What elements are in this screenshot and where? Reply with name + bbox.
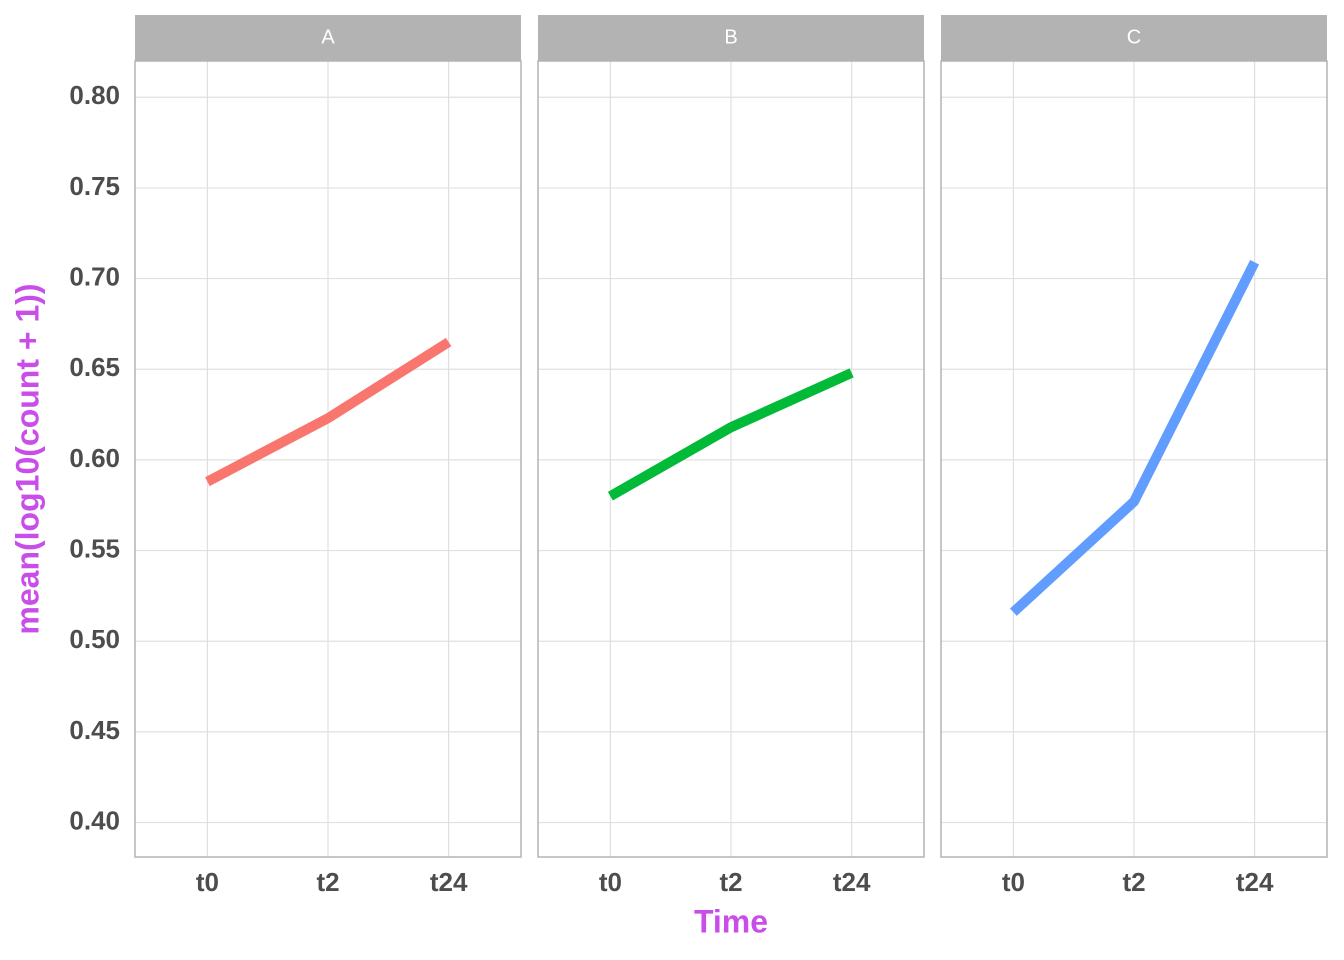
series-line [205,337,452,487]
y-axis-title: mean(log10(count + 1)) [9,283,45,634]
panel-title: C [1127,26,1141,48]
x-tick-label: t0 [1002,867,1025,897]
x-tick-label: t0 [196,867,219,897]
y-tick-label: 0.45 [69,715,120,745]
strip [941,15,1327,61]
panel-border [134,60,522,858]
x-axis-title: Time [694,903,768,939]
panel-title: A [321,26,335,48]
x-tick-label: t2 [1122,867,1145,897]
x-tick-label: t2 [316,867,339,897]
y-tick-label: 0.60 [69,443,120,473]
strip [538,15,924,61]
x-tick-label: t24 [1236,867,1274,897]
x-tick-label: t2 [719,867,742,897]
panel-border [537,60,925,858]
y-tick-label: 0.40 [69,805,120,835]
x-tick-label: t24 [430,867,468,897]
strip [135,15,521,61]
panel-border [940,60,1328,858]
x-tick-label: t24 [833,867,871,897]
y-tick-label: 0.80 [69,80,120,110]
y-tick-label: 0.50 [69,624,120,654]
x-tick-label: t0 [599,867,622,897]
series-line [607,368,854,501]
panel-title: B [724,26,737,48]
y-tick-label: 0.75 [69,171,120,201]
series-line [1009,260,1260,616]
y-tick-label: 0.70 [69,261,120,291]
y-tick-label: 0.55 [69,533,120,563]
y-tick-label: 0.65 [69,352,120,382]
